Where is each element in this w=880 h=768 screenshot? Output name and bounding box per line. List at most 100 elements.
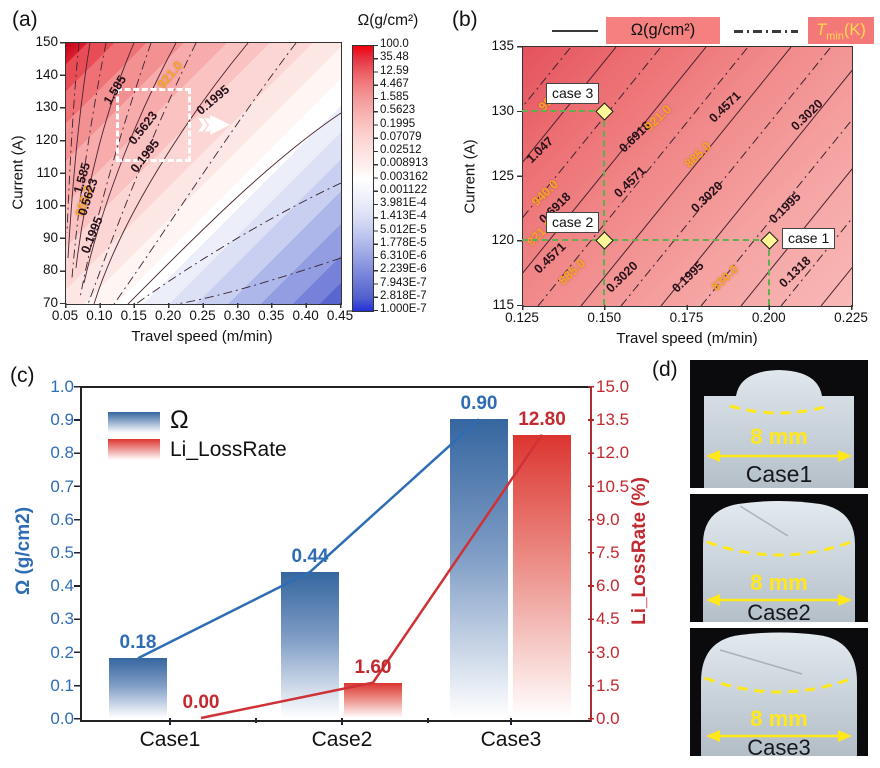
- right-tick: 12.0: [596, 443, 630, 463]
- weld-cross-section: [703, 501, 855, 622]
- y-axis-ticks: [60, 42, 65, 304]
- omega-bar-case1: [109, 658, 167, 718]
- y-tick: 80: [42, 262, 58, 278]
- y-tick: 110: [36, 164, 58, 180]
- tmin-unit: (K): [843, 21, 866, 39]
- colorbar-tick: 3.981E-4: [380, 197, 427, 209]
- left-axis-ticks: [74, 386, 80, 720]
- y-axis-ticks: [517, 46, 522, 306]
- surface-streak: [719, 649, 803, 675]
- loss-bar-case3: [513, 434, 571, 718]
- panel-c: (c) 0.18 0.44 0.90 0.00 1.60 12.80 Ω Li_…: [0, 358, 660, 768]
- scale-label: 8 mm: [750, 706, 807, 731]
- zoom-arrow-icon: ›› ▶: [197, 104, 230, 142]
- x-tick: 0.10: [86, 308, 113, 323]
- case2-label: case 2: [546, 212, 600, 233]
- colorbar-ticks: [373, 45, 378, 311]
- photo-case-label: Case2: [747, 600, 811, 622]
- colorbar-tick: 1.000E-7: [380, 303, 427, 315]
- left-tick: 0.7: [50, 476, 74, 496]
- legend-tmin-line: [734, 30, 798, 33]
- loss-bar-case2: [344, 682, 402, 718]
- left-tick: 0.2: [50, 642, 74, 662]
- panel-a-x-title: Travel speed (m/min): [131, 328, 273, 345]
- cross-section-photo-case1: 8 mm Case1: [690, 360, 868, 488]
- weld-cross-section: [701, 632, 857, 756]
- omega-bar-case3: [450, 419, 508, 718]
- right-tick: 3.0: [596, 642, 620, 662]
- y-tick: 120: [35, 131, 58, 147]
- panel-c-left-title: Ω (g/cm2): [13, 506, 34, 596]
- panel-b: (b) Ω(g/cm²) Tmin(K): [440, 0, 880, 358]
- tmin-subscript: min: [826, 30, 844, 43]
- legend-tmin-label: Tmin(K): [808, 17, 874, 44]
- colorbar-tick: 1.413E-4: [380, 210, 427, 223]
- left-tick: 0.0: [50, 709, 74, 728]
- right-tick: 13.5: [596, 410, 630, 430]
- left-tick: 0.5: [50, 543, 74, 562]
- legend-loss-label: Li_LossRate: [170, 438, 287, 461]
- weld-cross-section: [704, 370, 854, 488]
- left-tick: 1.0: [50, 377, 74, 396]
- x-axis-ticks: [65, 303, 342, 308]
- scale-label: 8 mm: [750, 424, 807, 449]
- right-tick: 10.5: [596, 476, 630, 496]
- x-tick: 0.30: [223, 308, 251, 323]
- y-tick: 135: [491, 38, 514, 53]
- left-tick: 0.3: [50, 609, 74, 629]
- colorbar-tick: 1.585: [380, 91, 409, 103]
- colorbar: [352, 45, 374, 312]
- legend-omega-label: Ω(g/cm²): [606, 17, 720, 44]
- colorbar-tick: 0.1995: [380, 117, 416, 130]
- fusion-line: [706, 540, 852, 557]
- arrow-head-left: [706, 450, 720, 462]
- right-tick: 4.5: [596, 609, 620, 629]
- panel-a: (a): [0, 0, 440, 358]
- colorbar-tick: 1.778E-5: [380, 236, 427, 249]
- left-tick: 0.1: [50, 675, 74, 695]
- right-tick: 9.0: [596, 509, 620, 529]
- panel-a-plot: [65, 42, 342, 305]
- y-tick: 70: [42, 295, 58, 310]
- omega-bar-case2: [281, 571, 339, 718]
- colorbar-title: Ω(g/cm²): [357, 12, 419, 29]
- omega-value-label: 0.90: [460, 393, 498, 415]
- loss-trend-line: [200, 433, 544, 720]
- x-tick: 0.40: [292, 308, 319, 323]
- x-tick: 0.05: [51, 308, 79, 323]
- arrow-head-left: [706, 730, 720, 742]
- omega-value-label: 0.44: [291, 545, 329, 567]
- surface-streak: [739, 505, 789, 537]
- arrow-head-right: [838, 594, 852, 606]
- x-tick: 0.45: [326, 308, 354, 323]
- x-tick: 0.20: [154, 308, 182, 323]
- y-tick: 100: [35, 197, 58, 213]
- zoom-region-box: [116, 88, 191, 162]
- legend-loss-swatch: [108, 439, 160, 460]
- legend-omega-label: Ω: [170, 406, 189, 434]
- colorbar-tick: 0.001122: [380, 183, 428, 196]
- category-label-case2: Case2: [311, 728, 373, 751]
- right-tick: 7.5: [596, 543, 620, 562]
- colorbar-tick: 35.48: [380, 51, 409, 64]
- y-tick: 130: [35, 99, 58, 115]
- right-tick: 15.0: [596, 377, 630, 396]
- colorbar-tick: 0.07079: [380, 130, 422, 143]
- x-tick: 0.35: [258, 308, 285, 323]
- right-tick: 0.0: [596, 709, 620, 728]
- left-tick: 0.4: [50, 576, 74, 596]
- bottom-axis-tick: [169, 718, 171, 725]
- colorbar-tick: 0.008913: [380, 157, 428, 170]
- y-tick: 140: [35, 66, 58, 82]
- x-tick: 0.200: [751, 310, 786, 325]
- bottom-axis-tick: [427, 718, 429, 723]
- x-tick: 0.175: [669, 310, 704, 325]
- colorbar-tick: 12.59: [380, 64, 409, 77]
- panel-c-tag: (c): [10, 364, 35, 387]
- colorbar-tick: 0.02512: [380, 144, 422, 156]
- panel-a-contour-lines: [66, 43, 341, 304]
- panel-b-y-title: Current (A): [461, 139, 479, 214]
- y-tick: 90: [42, 229, 58, 245]
- photo-case-label: Case1: [746, 461, 812, 487]
